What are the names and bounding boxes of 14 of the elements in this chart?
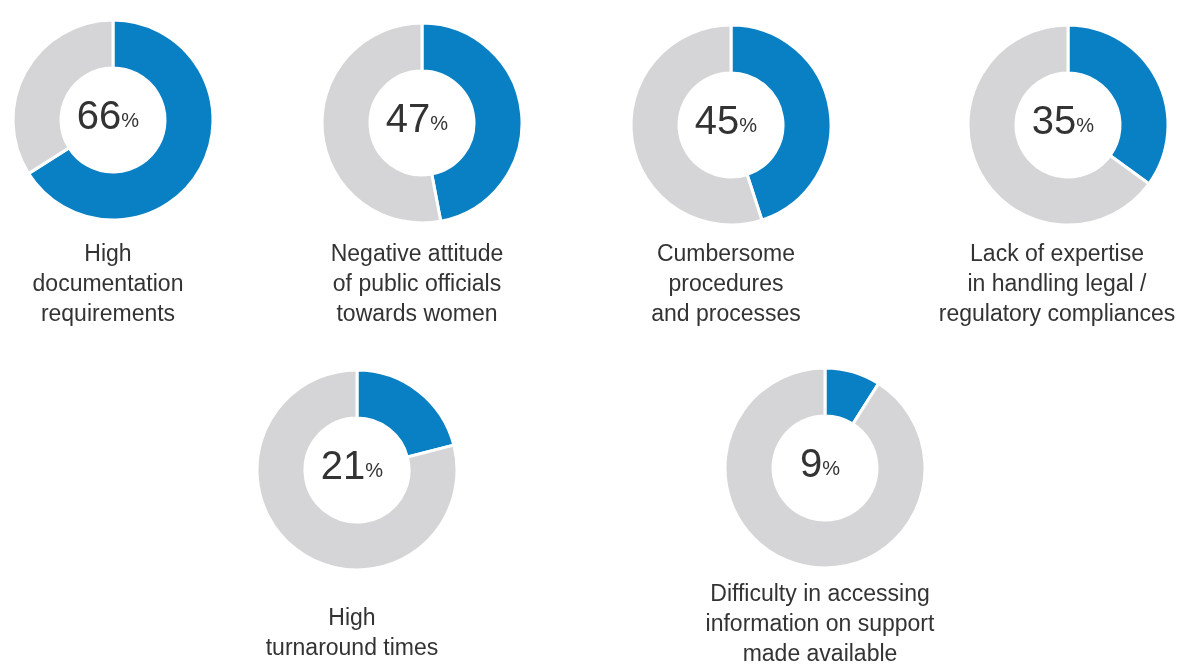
text: High documentation requirements — [31, 239, 185, 328]
text: Negative attitude of public officials towards women — [329, 239, 505, 328]
text: Lack of expertise in handling legal / regulatory compliances — [937, 239, 1177, 328]
text: Difficulty in accessing information on support made available — [704, 579, 936, 664]
text: 47% — [385, 95, 449, 141]
text: 66% — [76, 92, 140, 138]
donut-slice — [723, 366, 927, 570]
text: 45% — [694, 97, 758, 143]
text: Cumbersome procedures and processes — [650, 239, 802, 328]
text: 9% — [799, 440, 841, 486]
text: 35% — [1031, 97, 1095, 143]
donut-slice — [255, 368, 459, 572]
text: 21% — [320, 442, 384, 488]
text: High turnaround times — [264, 603, 440, 662]
